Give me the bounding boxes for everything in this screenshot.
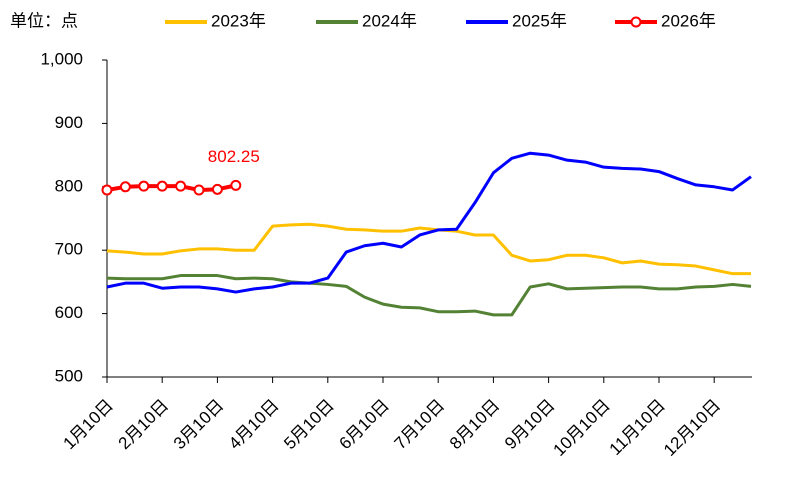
x-tick-label: 8月10日: [446, 396, 504, 454]
y-tick-label: 700: [55, 240, 83, 259]
legend-label: 2025年: [512, 11, 567, 30]
point-marker: [193, 184, 205, 196]
y-tick-label: 600: [55, 303, 83, 322]
legend-label: 2024年: [362, 11, 417, 30]
y-tick-label: 500: [55, 366, 83, 385]
x-tick-label: 1月10日: [59, 396, 117, 454]
series-line: [106, 151, 752, 294]
point-marker: [230, 179, 242, 191]
y-tick-label: 1,000: [40, 49, 83, 68]
legend-label: 2026年: [661, 11, 716, 30]
unit-label: 单位：点: [10, 11, 78, 30]
legend-marker: [630, 16, 642, 28]
legend-label: 2023年: [211, 11, 266, 30]
x-tick-label: 4月10日: [225, 396, 283, 454]
x-tick-label: 2月10日: [115, 396, 173, 454]
x-tick-label: 3月10日: [170, 396, 228, 454]
y-tick-label: 800: [55, 176, 83, 195]
x-tick-label: 11月10日: [606, 396, 669, 459]
point-marker: [119, 181, 131, 193]
point-marker: [156, 180, 168, 192]
point-marker: [175, 180, 187, 192]
x-tick-label: 12月10日: [660, 396, 724, 460]
x-tick-label: 6月10日: [335, 396, 393, 454]
point-marker: [138, 180, 150, 192]
series-line: [106, 274, 752, 317]
series-line: [106, 222, 751, 276]
x-tick-label: 7月10日: [391, 396, 449, 454]
x-tick-label: 10月10日: [550, 396, 614, 460]
x-tick-label: 5月10日: [280, 396, 338, 454]
data-label: 802.25: [208, 147, 260, 166]
point-marker: [211, 183, 223, 195]
point-marker: [101, 184, 113, 196]
x-tick-label: 9月10日: [501, 396, 559, 454]
y-tick-label: 900: [55, 113, 83, 132]
